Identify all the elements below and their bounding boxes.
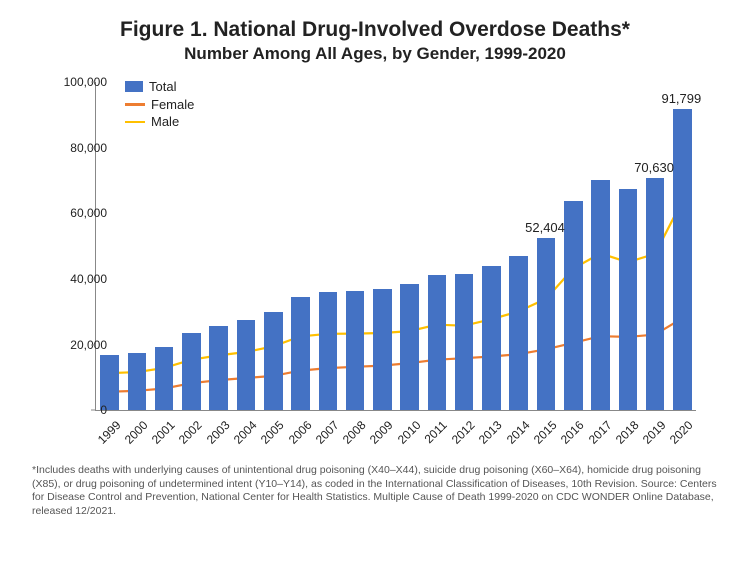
plot-box <box>95 82 696 411</box>
bar-total <box>100 355 119 410</box>
y-axis-tick-label: 80,000 <box>51 141 107 155</box>
y-axis-tick-mark <box>91 410 95 411</box>
bar-total <box>564 201 583 410</box>
bar-total <box>346 291 365 411</box>
bar-data-label: 91,799 <box>661 91 701 106</box>
x-axis-tick-label: 2006 <box>285 418 314 447</box>
bar-total <box>673 109 692 410</box>
y-axis-tick-label: 0 <box>51 403 107 417</box>
legend-item: Male <box>125 113 194 131</box>
bar-total <box>428 275 447 411</box>
chart-area: 0 20,000 40,000 60,000 80,000 100,000 19992000… <box>35 70 715 460</box>
legend-item: Total <box>125 78 194 96</box>
bar-data-label: 52,404 <box>525 220 565 235</box>
x-axis-tick-label: 2020 <box>667 418 696 447</box>
figure-container: Figure 1. National Drug-Involved Overdos… <box>0 0 750 563</box>
y-axis-tick-mark <box>91 278 95 279</box>
x-axis-tick-label: 2010 <box>394 418 423 447</box>
x-axis-tick-label: 2018 <box>613 418 642 447</box>
x-axis-tick-label: 2000 <box>122 418 151 447</box>
bar-total <box>237 320 256 410</box>
y-axis-tick-label: 100,000 <box>51 75 107 89</box>
x-axis-tick-label: 2001 <box>149 418 178 447</box>
bar-total <box>591 180 610 410</box>
y-axis-tick-label: 60,000 <box>51 206 107 220</box>
bar-total <box>537 238 556 410</box>
bar-total <box>264 312 283 410</box>
x-axis-tick-label: 2005 <box>258 418 287 447</box>
y-axis-tick-mark <box>91 344 95 345</box>
x-axis-tick-label: 2008 <box>340 418 369 447</box>
y-axis-tick-mark <box>91 213 95 214</box>
x-axis-tick-label: 2009 <box>367 418 396 447</box>
legend-label: Female <box>151 96 194 114</box>
bar-total <box>128 353 147 410</box>
y-axis-tick-mark <box>91 82 95 83</box>
bar-total <box>646 178 665 410</box>
bar-total <box>619 189 638 410</box>
x-axis-tick-label: 2012 <box>449 418 478 447</box>
bar-total <box>182 333 201 410</box>
bar-total <box>455 274 474 410</box>
x-axis-tick-label: 2007 <box>313 418 342 447</box>
bar-total <box>319 292 338 410</box>
bar-total <box>509 256 528 410</box>
bar-total <box>482 266 501 410</box>
x-axis-tick-label: 2011 <box>421 418 449 446</box>
x-axis-tick-label: 2016 <box>558 418 587 447</box>
x-axis-tick-label: 2014 <box>504 418 533 447</box>
legend-swatch <box>125 81 143 92</box>
y-axis-tick-label: 40,000 <box>51 272 107 286</box>
legend: TotalFemaleMale <box>125 78 194 131</box>
bar-total <box>400 284 419 410</box>
x-axis-tick-label: 2013 <box>476 418 505 447</box>
bar-data-label: 70,630 <box>634 160 674 175</box>
x-axis-tick-label: 2002 <box>176 418 205 447</box>
legend-label: Total <box>149 78 176 96</box>
legend-swatch <box>125 121 145 124</box>
chart-title: Figure 1. National Drug-Involved Overdos… <box>30 18 720 42</box>
bar-total <box>155 347 174 411</box>
x-axis-tick-label: 1999 <box>94 418 123 447</box>
x-axis-tick-label: 2003 <box>204 418 233 447</box>
bar-total <box>291 297 310 410</box>
legend-item: Female <box>125 96 194 114</box>
x-axis-tick-label: 2004 <box>231 418 260 447</box>
footnote-text: *Includes deaths with underlying causes … <box>30 464 720 519</box>
chart-subtitle: Number Among All Ages, by Gender, 1999-2… <box>30 44 720 64</box>
x-axis-tick-label: 2019 <box>640 418 669 447</box>
legend-swatch <box>125 103 145 106</box>
y-axis-tick-mark <box>91 147 95 148</box>
bar-total <box>373 289 392 410</box>
y-axis-tick-label: 20,000 <box>51 338 107 352</box>
x-axis-tick-label: 2017 <box>585 418 614 447</box>
legend-label: Male <box>151 113 179 131</box>
bar-total <box>209 326 228 411</box>
x-axis-tick-label: 2015 <box>531 418 560 447</box>
